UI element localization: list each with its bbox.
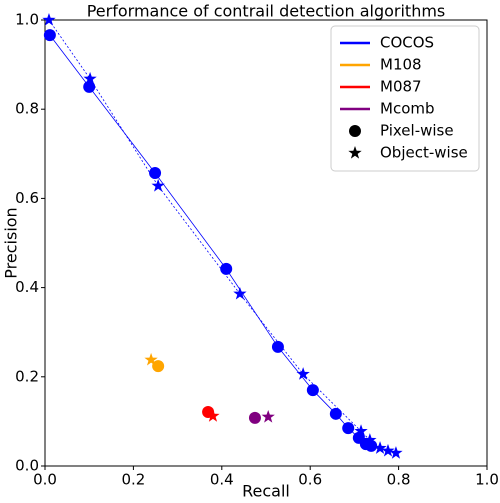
chart-title: Performance of contrail detection algori…: [87, 2, 446, 21]
y-tick-label: 0.6: [15, 189, 39, 207]
legend-label: Object-wise: [380, 144, 468, 162]
pixel-point: [152, 360, 165, 373]
object-point: [151, 178, 165, 192]
x-axis-label: Recall: [242, 482, 290, 501]
object-point: [233, 286, 247, 300]
legend-label: Pixel-wise: [380, 122, 454, 140]
object-point: [354, 424, 368, 437]
legend-label: COCOS: [380, 34, 434, 52]
object-point: [296, 367, 310, 380]
object-point: [363, 433, 377, 446]
y-tick-label: 0.0: [15, 457, 39, 475]
object-point: [206, 409, 220, 422]
series-line: [49, 34, 372, 447]
x-tick-label: 0.4: [210, 471, 234, 489]
object-point: [83, 71, 97, 85]
x-tick-label: 0.0: [33, 471, 57, 489]
object-point: [373, 441, 387, 454]
plot-frame: [44, 19, 488, 467]
pixel-point: [329, 407, 342, 420]
x-tick-label: 1.0: [475, 471, 499, 489]
object-point: [42, 13, 56, 26]
y-axis-label: Precision: [2, 207, 21, 278]
series-line: [48, 19, 397, 454]
object-point: [261, 409, 275, 423]
x-tick-label: 0.8: [387, 471, 411, 489]
legend-box: [330, 25, 480, 172]
y-tick-label: 0.2: [15, 367, 39, 385]
y-tick-label: 1.0: [15, 11, 39, 29]
object-point: [144, 352, 158, 366]
pixel-point: [342, 422, 355, 435]
legend-marker: [348, 146, 362, 159]
legend-label: M108: [380, 56, 422, 74]
legend-label: Mcomb: [380, 100, 435, 118]
pixel-point: [306, 384, 319, 397]
pixel-point: [271, 340, 284, 353]
pixel-point: [149, 166, 162, 179]
object-point: [389, 446, 403, 459]
pixel-point: [220, 262, 233, 275]
y-tick-label: 0.8: [15, 100, 39, 118]
y-tick-label: 0.4: [15, 278, 39, 296]
x-tick-label: 0.6: [298, 471, 322, 489]
pixel-point: [43, 29, 56, 42]
pixel-point: [248, 411, 261, 424]
legend-label: M087: [380, 78, 422, 96]
legend-marker: [349, 125, 361, 137]
object-point: [381, 443, 395, 457]
x-tick-label: 0.2: [121, 471, 145, 489]
